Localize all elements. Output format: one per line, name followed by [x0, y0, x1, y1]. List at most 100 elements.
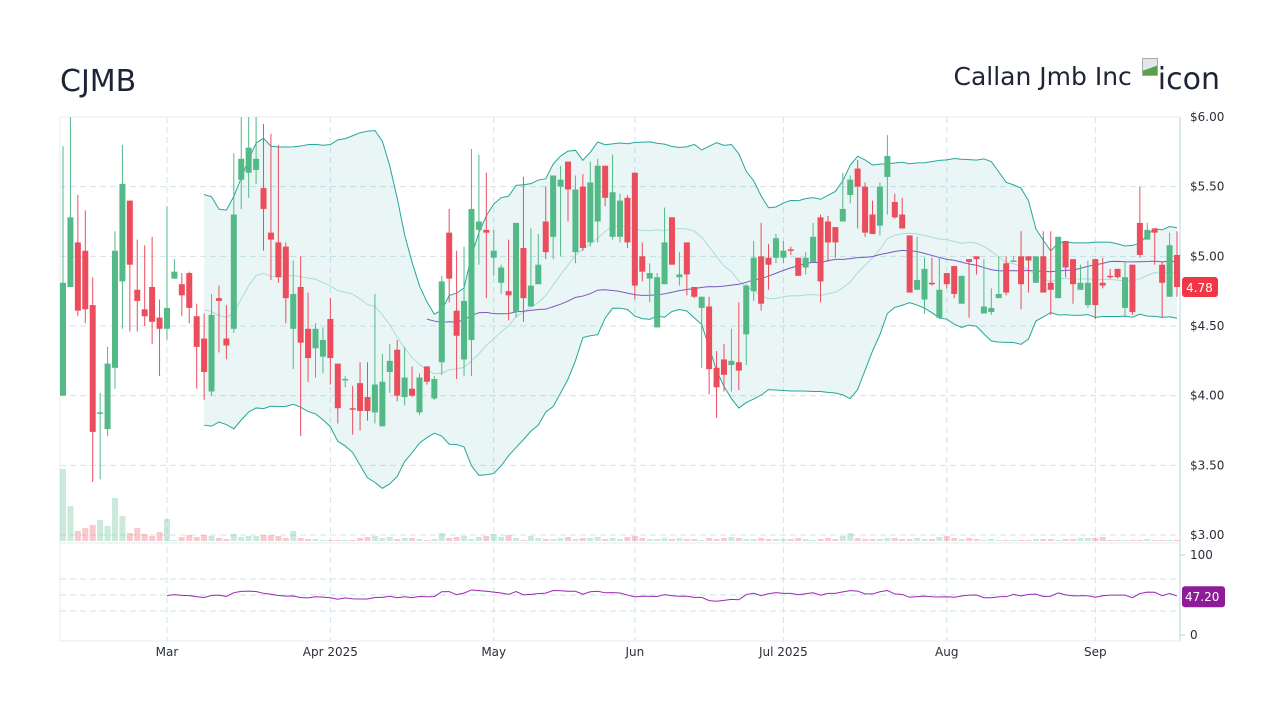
volume-bar [735, 538, 742, 541]
candlestick [772, 234, 779, 264]
candle-body [750, 257, 757, 292]
candle-body [431, 378, 438, 399]
candlestick [720, 344, 727, 392]
volume-bar [483, 536, 490, 541]
candle-body [698, 296, 705, 308]
candle-body [802, 257, 809, 268]
volume-bar [111, 498, 118, 541]
volume-bar [201, 535, 208, 541]
candle-body [542, 221, 549, 253]
candlestick [995, 256, 1002, 299]
candlestick [1070, 259, 1077, 304]
candle-body [787, 249, 794, 251]
candlestick [958, 275, 965, 304]
candlestick [565, 161, 572, 222]
candlestick [862, 182, 869, 237]
candle-body [260, 188, 267, 209]
candlestick [319, 327, 326, 374]
candlestick [810, 222, 817, 262]
volume-bar [587, 538, 594, 541]
candlestick [1144, 222, 1151, 240]
candle-body [327, 319, 334, 359]
candlestick [267, 133, 274, 281]
candle-body [535, 264, 542, 285]
volume-bar [267, 535, 274, 541]
volume-bar [357, 538, 364, 541]
candlestick [542, 186, 549, 260]
volume-bar [208, 536, 215, 541]
candlestick [149, 236, 156, 345]
candlestick [60, 146, 66, 396]
bollinger-band-fill [204, 130, 1177, 489]
candlestick [260, 123, 267, 251]
volume-bar [624, 537, 631, 541]
candlestick [208, 293, 215, 396]
candlestick [201, 313, 208, 400]
volume-bar [772, 539, 779, 541]
volume-bar [171, 540, 178, 541]
volume-bar [178, 537, 185, 541]
candlestick [446, 208, 453, 303]
candlestick [609, 154, 616, 240]
candle-body [446, 232, 453, 279]
volume-bar [758, 538, 765, 541]
candle-body [89, 305, 96, 432]
candle-body [691, 286, 698, 297]
candlestick [423, 366, 430, 385]
candle-body [728, 360, 735, 366]
volume-bar [364, 537, 371, 541]
candle-body [1062, 241, 1069, 268]
candle-body [1084, 282, 1091, 306]
candle-body [453, 310, 460, 336]
candlestick [780, 241, 787, 264]
candlestick [1025, 256, 1032, 293]
candlestick [743, 284, 750, 366]
candle-body [82, 250, 89, 310]
volume-bar [1136, 540, 1143, 541]
candle-body [253, 158, 260, 170]
volume-bar [334, 540, 341, 541]
candlestick [104, 346, 111, 437]
candle-body [817, 217, 824, 282]
volume-bar [1166, 540, 1173, 541]
candle-body [483, 229, 490, 233]
candlestick [661, 207, 668, 285]
candle-body [995, 293, 1002, 299]
volume-bar [416, 539, 423, 541]
candle-body [141, 309, 148, 317]
volume-bar [535, 538, 542, 541]
candlestick [498, 264, 505, 294]
candlestick [119, 144, 126, 329]
candlestick [379, 353, 386, 427]
volume-bar [854, 538, 861, 541]
volume-bar [557, 538, 564, 541]
volume-bar [520, 540, 527, 541]
candlestick [1040, 231, 1047, 293]
candlestick [728, 328, 735, 392]
volume-bar [995, 540, 1002, 541]
candlestick [587, 161, 594, 247]
candle-body [1018, 256, 1025, 285]
candlestick [1107, 268, 1114, 279]
candlestick [750, 241, 757, 301]
candlestick [1174, 231, 1180, 297]
volume-bar [728, 537, 735, 541]
volume-bar [876, 539, 883, 541]
candle-body [988, 307, 995, 313]
volume-bar [847, 533, 854, 541]
candlestick [602, 165, 609, 207]
volume-bar [230, 534, 237, 541]
volume-bar [884, 538, 891, 541]
candlestick [513, 222, 520, 318]
candlestick [951, 266, 958, 299]
candle-body [505, 291, 512, 296]
x-tick-label: Jul 2025 [758, 645, 808, 659]
candle-body [371, 384, 378, 413]
candle-body [550, 175, 557, 237]
rsi-line [166, 589, 1178, 602]
volume-bar [461, 536, 468, 541]
price-tick-label: $3.00 [1190, 528, 1224, 542]
volume-bar [1122, 540, 1129, 541]
x-tick-label: Aug [935, 645, 958, 659]
